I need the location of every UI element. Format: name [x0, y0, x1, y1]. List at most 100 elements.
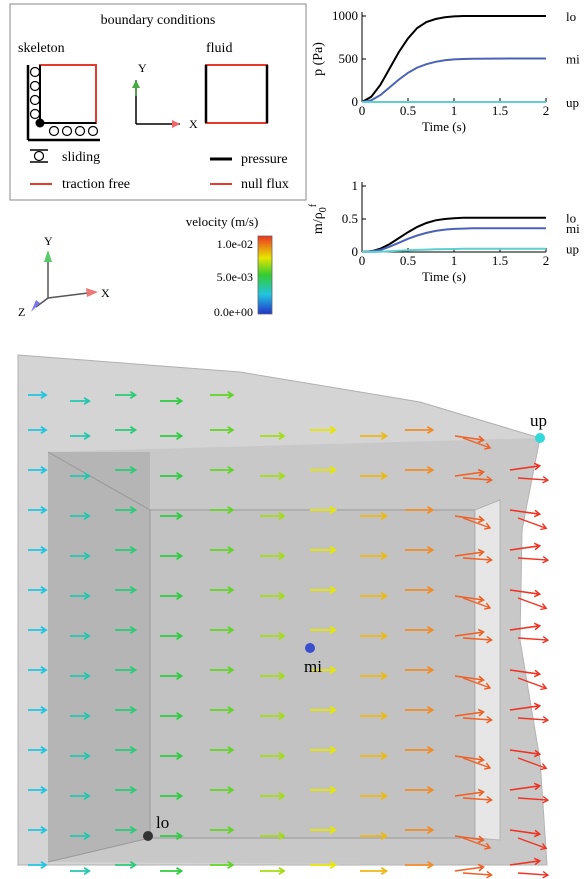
- velocity-arrow: [70, 432, 91, 440]
- legend-axis-x: X: [189, 117, 198, 131]
- boundary-conditions-legend: boundary conditions skeleton fluid: [9, 3, 307, 201]
- velocity-arrow: [160, 867, 184, 875]
- velocity-arrow: [405, 506, 435, 514]
- velocity-arrow: [260, 512, 286, 520]
- triad-y-label: Y: [44, 234, 53, 248]
- velocity-arrow: [160, 472, 184, 480]
- velocity-arrow: [310, 861, 337, 869]
- velocity-arrow: [509, 589, 542, 598]
- velocity-arrow: [454, 788, 485, 797]
- velocity-arrow: [360, 867, 389, 875]
- velocity-arrow: [28, 746, 48, 754]
- triad-z-label: Z: [18, 305, 25, 319]
- velocity-arrow: [310, 426, 337, 434]
- inner-right-face: [474, 499, 501, 841]
- velocity-arrow: [517, 597, 548, 611]
- velocity-arrow: [509, 782, 542, 791]
- velocity-arrow: [28, 706, 48, 714]
- y-tick-label: 0: [352, 94, 359, 109]
- orientation-triad: Y X Z: [18, 234, 110, 319]
- velocity-arrow: [360, 552, 389, 560]
- y-tick-label: 500: [339, 51, 359, 66]
- velocity-arrow: [70, 632, 91, 640]
- series-up-label: up: [566, 242, 579, 257]
- velocity-arrow: [360, 672, 389, 680]
- colorbar-gradient: [257, 235, 273, 315]
- traction-free-key: traction free: [30, 177, 130, 192]
- probe-up: up: [530, 411, 547, 443]
- series-mi-label: mi: [566, 51, 580, 66]
- x-tick-label: 1: [451, 253, 458, 268]
- series-up-line: [362, 247, 546, 253]
- velocity-arrow: [310, 826, 337, 834]
- velocity-arrow: [28, 546, 48, 554]
- velocity-arrow: [405, 666, 435, 674]
- x-tick-label: 1: [451, 103, 458, 118]
- series-lo-label: lo: [566, 211, 576, 226]
- x-tick-label: 0: [359, 253, 366, 268]
- velocity-arrow: [70, 512, 91, 520]
- velocity-arrow: [405, 861, 435, 869]
- sliding-key: sliding: [30, 149, 100, 165]
- velocity-arrow: [310, 666, 337, 674]
- velocity-arrow: [360, 632, 389, 640]
- velocity-arrow: [70, 592, 91, 600]
- velocity-arrow: [517, 677, 548, 691]
- series-mi-label: mi: [566, 221, 580, 236]
- velocity-arrow: [360, 832, 389, 840]
- velocity-arrow: [260, 592, 286, 600]
- velocity-arrow: [115, 826, 138, 834]
- velocity-arrow: [115, 861, 138, 869]
- velocity-arrow: [405, 826, 435, 834]
- velocity-arrow: [115, 706, 138, 714]
- velocity-arrow: [115, 466, 138, 474]
- velocity-arrow: [360, 792, 389, 800]
- series-lo-label: lo: [566, 9, 576, 24]
- velocity-arrow: [462, 635, 493, 644]
- velocity-arrow: [210, 466, 235, 474]
- velocity-arrow: [115, 546, 138, 554]
- velocity-arrow: [454, 675, 485, 684]
- velocity-arrow: [454, 628, 485, 637]
- velocity-arrow: [454, 755, 485, 764]
- fluid-label: fluid: [206, 41, 232, 56]
- velocity-arrow: [210, 506, 235, 514]
- velocity-arrow: [405, 746, 435, 754]
- y-axis-label: p (Pa): [311, 42, 326, 76]
- velocity-arrow: [360, 432, 389, 440]
- probe-up-label: up: [530, 411, 547, 430]
- triad-x-label: X: [101, 286, 110, 300]
- velocity-arrow: [405, 426, 435, 434]
- series-mi-line: [361, 227, 546, 253]
- velocity-arrow: [260, 712, 286, 720]
- velocity-arrow: [517, 715, 550, 724]
- triad-y-arrow-icon: [44, 250, 52, 262]
- velocity-arrow: [260, 867, 286, 875]
- velocity-arrow: [509, 829, 542, 838]
- velocity-arrow: [360, 592, 389, 600]
- fluid-schematic: [204, 64, 269, 124]
- triad-z-arrow-icon: [31, 300, 40, 312]
- velocity-arrow: [509, 542, 542, 551]
- velocity-arrow: [115, 506, 138, 514]
- velocity-arrow: [462, 757, 492, 770]
- velocity-arrow: [509, 669, 542, 678]
- velocity-arrow: [260, 832, 286, 840]
- velocity-arrow: [454, 435, 485, 444]
- y-tick-label: 0.5: [342, 211, 358, 226]
- velocity-arrow: [210, 391, 235, 399]
- velocity-arrow: [462, 555, 493, 564]
- velocity-colorbar: velocity (m/s) 1.0e-02 5.0e-03 0.0e+00: [186, 214, 273, 319]
- velocity-arrow: [210, 861, 235, 869]
- y-tick-label: 1: [352, 178, 359, 193]
- velocity-arrow: [310, 506, 337, 514]
- x-tick-label: 0: [359, 103, 366, 118]
- velocity-arrow: [405, 466, 435, 474]
- probe-lo: lo: [143, 813, 169, 841]
- velocity-arrow: [517, 517, 548, 531]
- velocity-arrow: [70, 397, 91, 405]
- velocity-arrow: [454, 595, 485, 604]
- velocity-arrow: [70, 792, 91, 800]
- velocity-arrow: [517, 837, 548, 851]
- x-axis-label: Time (s): [422, 269, 466, 284]
